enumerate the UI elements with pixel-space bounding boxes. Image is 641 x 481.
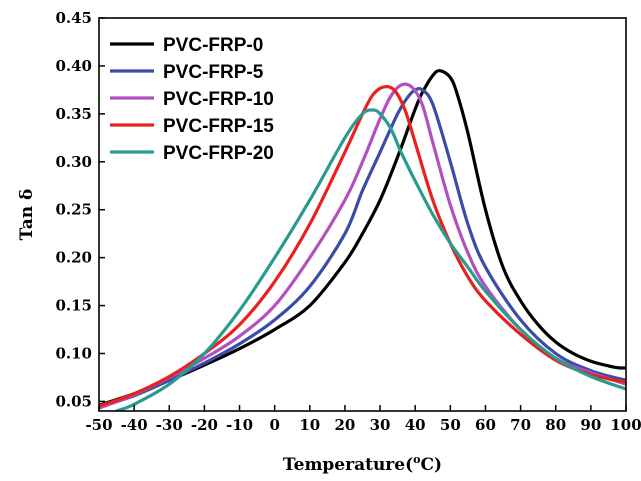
legend-label: PVC-FRP-10 (163, 89, 274, 110)
x-tick-label: 20 (334, 416, 355, 434)
plot-layer (99, 69, 626, 411)
y-tick-label: 0.40 (55, 57, 92, 75)
x-tick-label: 50 (440, 416, 461, 434)
y-tick-label: 0.10 (55, 344, 92, 362)
y-axis-label: Tan δ (17, 189, 37, 241)
series-line-PVC-FRP-0 (99, 69, 626, 407)
x-tick-label: 30 (370, 416, 391, 434)
x-tick-label: -30 (156, 416, 183, 434)
legend-label: PVC-FRP-0 (163, 35, 263, 56)
ticks-layer: -50 -40 -30 -20 -10 0 10 20 30 40 50 60 70 80 90 100 0.0… (55, 9, 641, 434)
x-tick-label: 70 (510, 416, 531, 434)
x-tick-label: -20 (191, 416, 218, 434)
y-tick-label: 0.20 (55, 249, 92, 267)
y-tick-label: 0.15 (55, 297, 92, 315)
y-tick-label: 0.30 (55, 153, 92, 171)
series-line-PVC-FRP-5 (99, 86, 626, 409)
y-tick-label: 0.25 (55, 201, 92, 219)
x-axis-label: Temperature(oC) (283, 453, 442, 475)
x-tick-label: 10 (299, 416, 320, 434)
x-tick-label: 80 (545, 416, 566, 434)
x-tick-label: 0 (269, 416, 279, 434)
series-line-PVC-FRP-15 (99, 84, 626, 408)
legend-label: PVC-FRP-20 (163, 143, 274, 164)
legend: PVC-FRP-0 PVC-FRP-5 PVC-FRP-10 PVC-FRP-15 PV… (110, 35, 274, 164)
x-tick-label: -40 (121, 416, 148, 434)
series-line-PVC-FRP-20 (115, 108, 626, 411)
x-tick-label: 90 (580, 416, 601, 434)
y-tick-label: 0.05 (55, 392, 92, 410)
legend-label: PVC-FRP-5 (163, 62, 264, 83)
legend-label: PVC-FRP-15 (163, 116, 274, 137)
x-tick-label: -10 (226, 416, 253, 434)
y-tick-label: 0.45 (55, 9, 92, 27)
x-tick-label: 40 (405, 416, 426, 434)
x-tick-label: 100 (610, 416, 641, 434)
x-tick-label: -50 (85, 416, 112, 434)
plot-frame (98, 17, 627, 412)
y-tick-label: 0.35 (55, 105, 92, 123)
x-tick-label: 60 (475, 416, 496, 434)
